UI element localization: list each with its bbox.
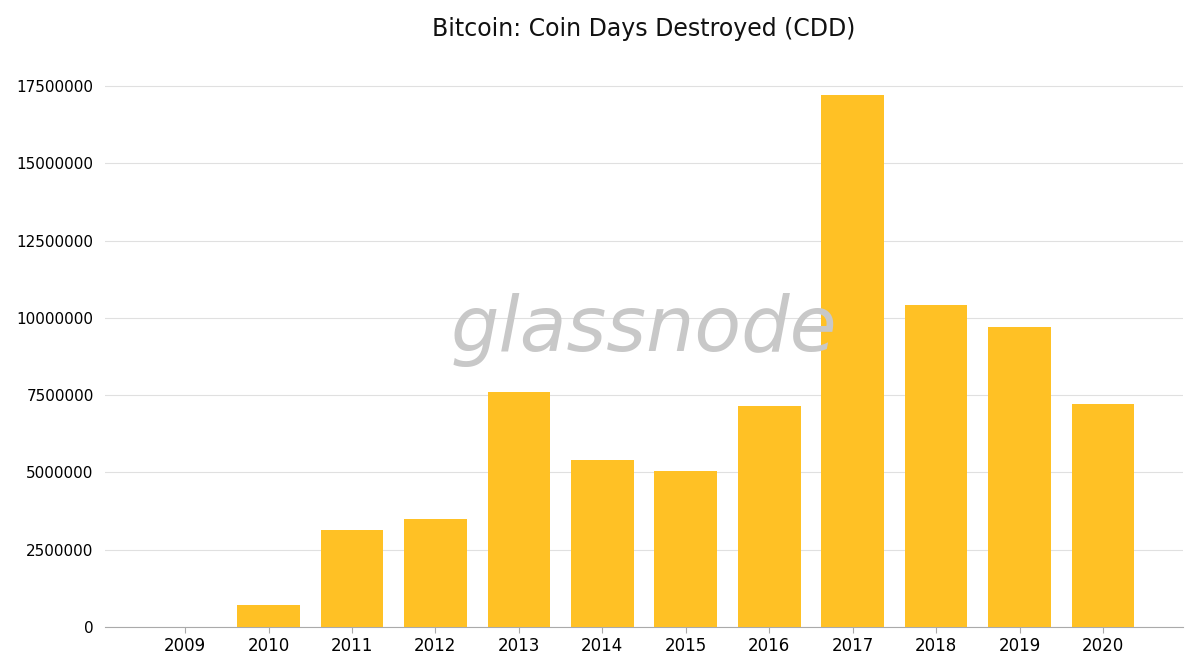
Bar bbox=[571, 460, 634, 627]
Bar bbox=[404, 519, 467, 627]
Bar bbox=[1072, 405, 1134, 627]
Bar bbox=[738, 406, 800, 627]
Title: Bitcoin: Coin Days Destroyed (CDD): Bitcoin: Coin Days Destroyed (CDD) bbox=[432, 17, 856, 41]
Bar bbox=[320, 530, 383, 627]
Bar bbox=[905, 306, 967, 627]
Text: glassnode: glassnode bbox=[451, 292, 838, 367]
Bar bbox=[989, 327, 1051, 627]
Bar bbox=[238, 605, 300, 627]
Bar bbox=[487, 392, 550, 627]
Bar bbox=[821, 95, 884, 627]
Bar bbox=[654, 471, 718, 627]
